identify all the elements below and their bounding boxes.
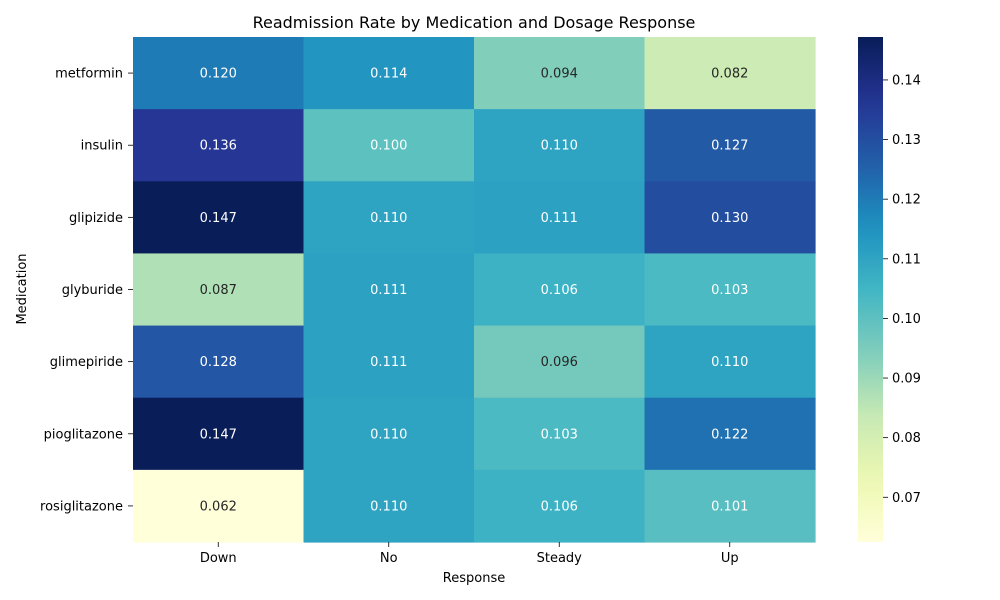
heatmap-cell-glimepiride-up xyxy=(644,325,816,399)
colorbar-tick-label: 0.07 xyxy=(892,491,921,506)
cell-value-label: 0.120 xyxy=(200,67,237,82)
cell-value-label: 0.111 xyxy=(370,355,407,370)
heatmap-cell-metformin-up xyxy=(644,37,816,110)
colorbar-tick-label: 0.12 xyxy=(892,193,921,208)
heatmap-cell-metformin-no xyxy=(303,37,475,110)
heatmap-cell-glyburide-up xyxy=(644,253,816,327)
heatmap-cell-glipizide-no xyxy=(303,181,475,255)
cell-value-label: 0.110 xyxy=(370,211,407,226)
y-tick-label: rosiglitazone xyxy=(40,499,123,514)
x-tick-label: No xyxy=(380,551,398,566)
heatmap-cell-glimepiride-no xyxy=(303,325,475,399)
cell-value-label: 0.103 xyxy=(541,427,578,442)
y-tick-label: glyburide xyxy=(62,283,123,298)
cell-value-label: 0.110 xyxy=(541,139,578,154)
cell-value-label: 0.128 xyxy=(200,355,237,370)
heatmap-cell-rosiglitazone-steady xyxy=(474,469,646,543)
y-axis-ticks: metformin insulin glipizide glyburide glimep… xyxy=(40,67,133,514)
colorbar-tick-label: 0.14 xyxy=(892,73,921,88)
heatmap-cell-pioglitazone-no xyxy=(303,397,475,471)
cell-value-label: 0.110 xyxy=(370,499,407,514)
heatmap-cell-insulin-up xyxy=(644,109,816,182)
heatmap-cell-glipizide-down xyxy=(133,181,305,255)
cell-value-label: 0.127 xyxy=(711,139,748,154)
heatmap-cell-rosiglitazone-up xyxy=(644,469,816,543)
heatmap-cell-rosiglitazone-down xyxy=(133,469,305,543)
y-axis-label: Medication xyxy=(15,253,30,324)
x-axis-label: Response xyxy=(443,571,505,586)
heatmap-cell-glyburide-down xyxy=(133,253,305,327)
x-axis-ticks: Down No Steady Up xyxy=(200,542,739,566)
heatmap-cell-pioglitazone-down xyxy=(133,397,305,471)
heatmap-cell-insulin-no xyxy=(303,109,475,182)
cell-value-label: 0.122 xyxy=(711,427,748,442)
cell-value-label: 0.101 xyxy=(711,499,748,514)
heatmap-cell-glimepiride-down xyxy=(133,325,305,399)
cell-value-label: 0.111 xyxy=(370,283,407,298)
cell-value-label: 0.087 xyxy=(200,283,237,298)
y-tick-label: insulin xyxy=(81,139,123,154)
y-tick-label: pioglitazone xyxy=(44,427,123,442)
x-tick-label: Steady xyxy=(537,551,583,566)
cell-value-label: 0.062 xyxy=(200,499,237,514)
heatmap-cell-insulin-down xyxy=(133,109,305,182)
heatmap-cell-glipizide-up xyxy=(644,181,816,255)
y-tick-label: glipizide xyxy=(69,211,123,226)
heatmap-cell-metformin-steady xyxy=(474,37,646,110)
colorbar-tick-label: 0.10 xyxy=(892,312,921,327)
cell-value-label: 0.082 xyxy=(711,67,748,82)
colorbar: 0.07 0.08 0.09 0.10 0.11 0.12 0.13 0.14 xyxy=(858,37,921,542)
chart-title: Readmission Rate by Medication and Dosag… xyxy=(253,13,696,32)
y-tick-label: metformin xyxy=(55,67,123,82)
cell-value-label: 0.111 xyxy=(541,211,578,226)
colorbar-tick-label: 0.09 xyxy=(892,372,921,387)
colorbar-tick-label: 0.11 xyxy=(892,252,921,267)
cell-value-label: 0.106 xyxy=(541,283,578,298)
x-tick-label: Up xyxy=(721,551,739,566)
y-tick-label: glimepiride xyxy=(50,355,123,370)
heatmap-cell-insulin-steady xyxy=(474,109,646,182)
x-tick-label: Down xyxy=(200,551,237,566)
cell-value-label: 0.106 xyxy=(541,499,578,514)
heatmap-cell-glipizide-steady xyxy=(474,181,646,255)
cell-value-label: 0.103 xyxy=(711,283,748,298)
heatmap-cell-metformin-down xyxy=(133,37,305,110)
heatmap-cell-rosiglitazone-no xyxy=(303,469,475,543)
cell-value-label: 0.100 xyxy=(370,139,407,154)
cell-value-label: 0.136 xyxy=(200,139,237,154)
heatmap-cell-pioglitazone-steady xyxy=(474,397,646,471)
colorbar-tick-label: 0.13 xyxy=(892,133,921,148)
heatmap-cell-glimepiride-steady xyxy=(474,325,646,399)
cell-value-label: 0.130 xyxy=(711,211,748,226)
heatmap-cells: 0.120 0.114 0.094 0.082 0.136 0.100 0.110 0.127… xyxy=(133,37,816,543)
cell-value-label: 0.114 xyxy=(370,67,407,82)
cell-value-label: 0.110 xyxy=(370,427,407,442)
cell-value-label: 0.096 xyxy=(541,355,578,370)
cell-value-label: 0.147 xyxy=(200,211,237,226)
colorbar-tick-label: 0.08 xyxy=(892,431,921,446)
cell-value-label: 0.094 xyxy=(541,67,578,82)
cell-value-label: 0.110 xyxy=(711,355,748,370)
heatmap-cell-glyburide-no xyxy=(303,253,475,327)
colorbar-gradient xyxy=(858,37,883,542)
cell-value-label: 0.147 xyxy=(200,427,237,442)
heatmap-cell-glyburide-steady xyxy=(474,253,646,327)
heatmap-cell-pioglitazone-up xyxy=(644,397,816,471)
